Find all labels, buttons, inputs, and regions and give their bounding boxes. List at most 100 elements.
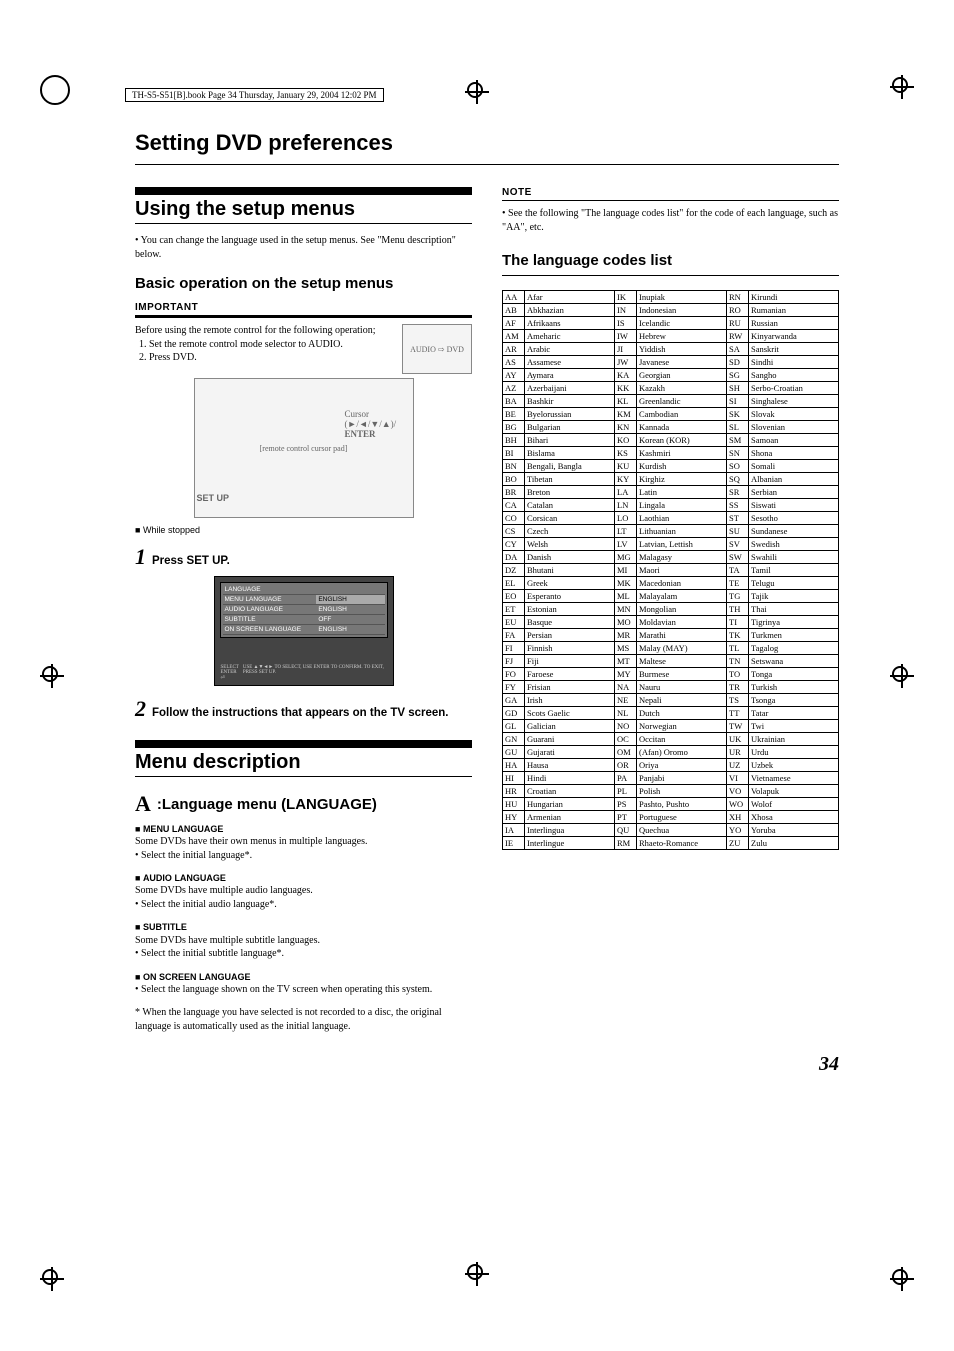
remote-cursor-illustration: [remote control cursor pad] SET UP Curso…	[194, 378, 414, 518]
table-row: RURussian	[727, 317, 838, 330]
table-row: AFAfrikaans	[503, 317, 614, 330]
page-title: Setting DVD preferences	[135, 130, 839, 156]
subtitle-bullet: Select the initial subtitle language*.	[135, 947, 472, 961]
table-row: SMSamoan	[727, 434, 838, 447]
remote-selector-illustration: AUDIO ⇨ DVD	[402, 324, 472, 374]
table-row: BRBreton	[503, 486, 614, 499]
table-row: WOWolof	[727, 798, 838, 811]
table-row: HIHindi	[503, 772, 614, 785]
table-row: BOTibetan	[503, 473, 614, 486]
table-row: TWTwi	[727, 720, 838, 733]
table-row: DADanish	[503, 551, 614, 564]
table-row: SRSerbian	[727, 486, 838, 499]
table-row: VIVietnamese	[727, 772, 838, 785]
table-row: RMRhaeto-Romance	[615, 837, 726, 849]
table-row: FAPersian	[503, 629, 614, 642]
table-row: RORumanian	[727, 304, 838, 317]
table-row: MLMalayalam	[615, 590, 726, 603]
table-row: SOSomali	[727, 460, 838, 473]
table-row: GNGuarani	[503, 733, 614, 746]
menu-language-desc: Some DVDs have their own menus in multip…	[135, 835, 472, 849]
table-row: OM(Afan) Oromo	[615, 746, 726, 759]
table-row: IEInterlingue	[503, 837, 614, 849]
table-row: SQAlbanian	[727, 473, 838, 486]
table-row: STSesotho	[727, 512, 838, 525]
language-codes-heading: The language codes list	[502, 252, 839, 269]
onscreen-language-heading: ON SCREEN LANGUAGE	[143, 972, 251, 982]
table-row: AAAfar	[503, 291, 614, 304]
table-row: KUKurdish	[615, 460, 726, 473]
table-row: MGMalagasy	[615, 551, 726, 564]
table-row: SHSerbo-Croatian	[727, 382, 838, 395]
table-row: BNBengali, Bangla	[503, 460, 614, 473]
table-row: ZUZulu	[727, 837, 838, 849]
table-row: SKSlovak	[727, 408, 838, 421]
table-row: IWHebrew	[615, 330, 726, 343]
table-row: PTPortuguese	[615, 811, 726, 824]
table-row: HRCroatian	[503, 785, 614, 798]
table-row: UKUkrainian	[727, 733, 838, 746]
table-row: MRMarathi	[615, 629, 726, 642]
table-row: RWKinyarwanda	[727, 330, 838, 343]
table-row: TITigrinya	[727, 616, 838, 629]
table-row: YOYoruba	[727, 824, 838, 837]
table-row: NONorwegian	[615, 720, 726, 733]
table-row: PLPolish	[615, 785, 726, 798]
subtitle-heading: SUBTITLE	[143, 922, 187, 932]
audio-language-bullet: Select the initial audio language*.	[135, 898, 472, 912]
table-row: IKInupiak	[615, 291, 726, 304]
table-row: GDScots Gaelic	[503, 707, 614, 720]
table-row: FIFinnish	[503, 642, 614, 655]
table-row: CACatalan	[503, 499, 614, 512]
table-row: BGBulgarian	[503, 421, 614, 434]
table-row: KAGeorgian	[615, 369, 726, 382]
note-text: See the following "The language codes li…	[502, 207, 839, 234]
table-row: MOMoldavian	[615, 616, 726, 629]
subsection-heading: Basic operation on the setup menus	[135, 275, 472, 292]
table-row: AMAmeharic	[503, 330, 614, 343]
table-row: SLSlovenian	[727, 421, 838, 434]
table-row: SDSindhi	[727, 356, 838, 369]
note-heading: NOTE	[502, 187, 839, 198]
table-row: UZUzbek	[727, 759, 838, 772]
setup-label: SET UP	[197, 493, 230, 503]
language-icon: A	[135, 791, 151, 817]
while-stopped-label: While stopped	[135, 524, 472, 536]
table-row: SGSangho	[727, 369, 838, 382]
table-row: TSTsonga	[727, 694, 838, 707]
table-row: TETelugu	[727, 577, 838, 590]
table-row: IAInterlingua	[503, 824, 614, 837]
table-row: MKMacedonian	[615, 577, 726, 590]
step-1-text: Press SET UP.	[152, 555, 230, 567]
subtitle-desc: Some DVDs have multiple subtitle languag…	[135, 934, 472, 948]
cursor-label: Cursor(►/◄/▼/▲)/ENTER	[345, 409, 417, 439]
table-row: GAIrish	[503, 694, 614, 707]
menu-language-heading: MENU LANGUAGE	[143, 824, 224, 834]
table-row: LNLingala	[615, 499, 726, 512]
table-row: TNSetswana	[727, 655, 838, 668]
table-row: SNShona	[727, 447, 838, 460]
table-row: BABashkir	[503, 395, 614, 408]
section-heading: Menu description	[135, 740, 472, 777]
table-row: TLTagalog	[727, 642, 838, 655]
table-row: TRTurkish	[727, 681, 838, 694]
intro-bullet: You can change the language used in the …	[135, 234, 472, 261]
step-number-2: 2	[135, 696, 146, 722]
table-row: ABAbkhazian	[503, 304, 614, 317]
table-row: SASanskrit	[727, 343, 838, 356]
table-row: SISinghalese	[727, 395, 838, 408]
important-heading: IMPORTANT	[135, 302, 472, 313]
onscreen-language-bullet: Select the language shown on the TV scre…	[135, 983, 472, 997]
table-row: FJFiji	[503, 655, 614, 668]
table-row: KNKannada	[615, 421, 726, 434]
table-row: JWJavanese	[615, 356, 726, 369]
table-row: OROriya	[615, 759, 726, 772]
table-row: TGTajik	[727, 590, 838, 603]
table-row: LTLithuanian	[615, 525, 726, 538]
audio-language-heading: AUDIO LANGUAGE	[143, 873, 226, 883]
section-heading: Using the setup menus	[135, 187, 472, 224]
table-row: GLGalician	[503, 720, 614, 733]
table-row: CYWelsh	[503, 538, 614, 551]
table-row: ISIcelandic	[615, 317, 726, 330]
table-row: NENepali	[615, 694, 726, 707]
